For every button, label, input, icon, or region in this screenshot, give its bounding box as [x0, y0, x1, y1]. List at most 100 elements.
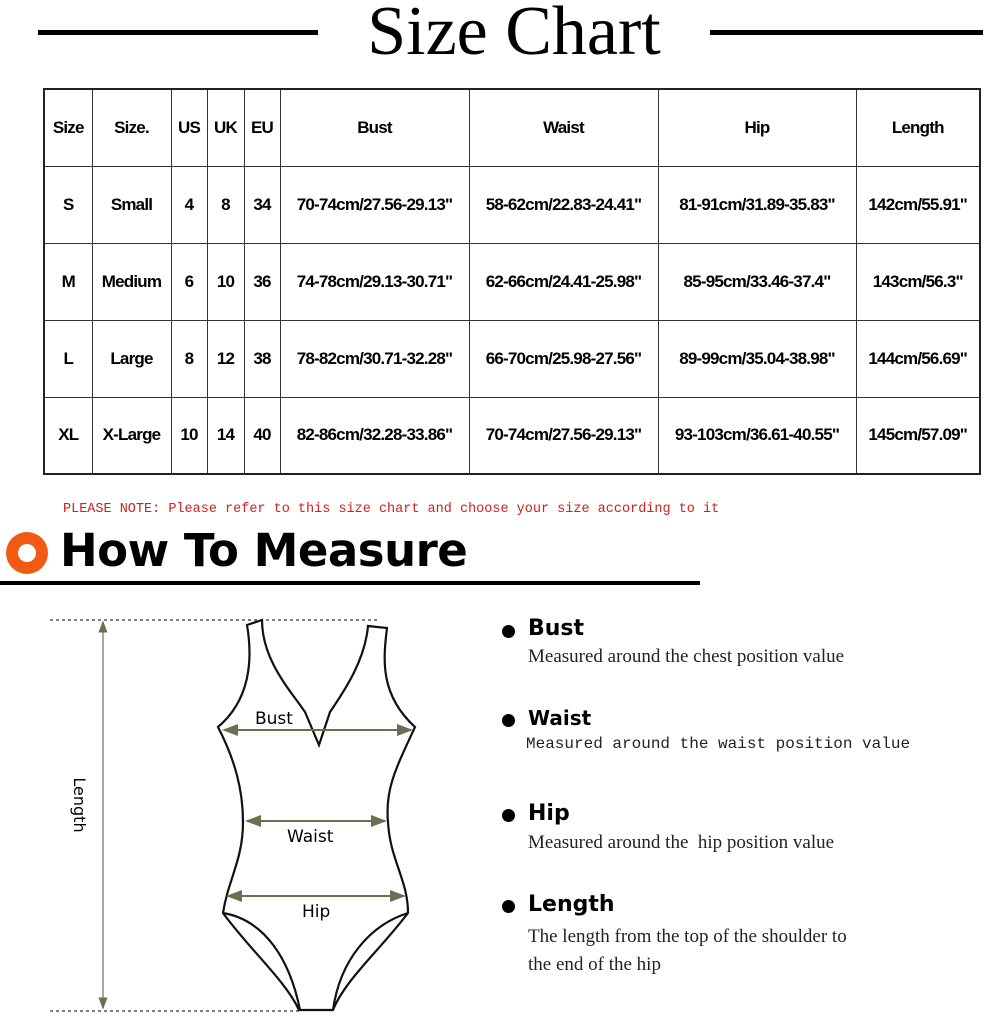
- cell-value: Small: [110, 194, 153, 214]
- cell-value: 70-74cm/27.56-29.13": [485, 425, 642, 445]
- cell-value: Medium: [101, 271, 162, 291]
- cell-value: 93-103cm/36.61-40.55": [674, 425, 840, 445]
- measure-length-desc-line2: the end of the hip: [528, 954, 661, 975]
- table-cell: 10: [206, 242, 245, 321]
- cell-value: 82-86cm/32.28-33.86": [296, 425, 453, 445]
- cell-value: 74-78cm/29.13-30.71": [296, 271, 453, 291]
- table-cell: 142cm/55.91": [855, 165, 981, 244]
- table-cell: Large: [91, 319, 172, 398]
- bullet-icon: [502, 625, 515, 638]
- column-header: EU: [243, 88, 281, 167]
- column-header: Length: [855, 88, 981, 167]
- table-row: S Small 4 8 34 70-74cm/27.56-29.13" 58-62cm/22…: [43, 165, 981, 244]
- orange-ring-icon: [6, 532, 48, 574]
- column-header: Hip: [657, 88, 857, 167]
- cell-value: 12: [216, 348, 235, 368]
- table-cell: 14: [206, 396, 245, 475]
- cell-value: X-Large: [102, 425, 161, 445]
- table-cell: 62-66cm/24.41-25.98": [468, 242, 659, 321]
- column-header-label: Bust: [357, 117, 392, 137]
- table-cell: 70-74cm/27.56-29.13": [279, 165, 470, 244]
- column-header-label: Size: [52, 117, 85, 137]
- cell-value: XL: [58, 425, 79, 445]
- bust-label: Bust: [255, 709, 293, 729]
- table-cell: 93-103cm/36.61-40.55": [657, 396, 857, 475]
- bullet-icon: [502, 900, 515, 913]
- cell-value: 4: [184, 194, 194, 214]
- size-note: PLEASE NOTE: Please refer to this size c…: [63, 502, 720, 517]
- bullet-icon: [502, 809, 515, 822]
- table-cell: 6: [170, 242, 208, 321]
- measure-bust-desc: Measured around the chest position value: [528, 646, 845, 667]
- cell-value: 85-95cm/33.46-37.4": [683, 271, 832, 291]
- table-cell: 85-95cm/33.46-37.4": [657, 242, 857, 321]
- column-header-label: UK: [214, 117, 238, 137]
- table-row: XL X-Large 10 14 40 82-86cm/32.28-33.86" 70-74…: [43, 396, 981, 475]
- cell-value: 36: [253, 271, 271, 291]
- table-cell: 40: [243, 396, 281, 475]
- measure-length-title: Length: [528, 892, 615, 917]
- column-header-label: EU: [250, 117, 274, 137]
- table-cell: 10: [170, 396, 208, 475]
- cell-value: 142cm/55.91": [868, 194, 968, 214]
- cell-value: 143cm/56.3": [872, 271, 964, 291]
- cell-value: 10: [180, 425, 198, 445]
- size-chart-table: Size Size. US UK EU Bust Waist Hip Length S Small…: [43, 88, 981, 475]
- measure-bust-title: Bust: [528, 616, 585, 641]
- cell-value: 8: [221, 194, 230, 214]
- cell-value: M: [61, 271, 76, 291]
- cell-value: 66-70cm/25.98-27.56": [485, 348, 642, 368]
- cell-value: 144cm/56.69": [868, 348, 968, 368]
- measure-length-desc: The length from the top of the shoulder …: [528, 926, 847, 947]
- cell-value: L: [63, 348, 74, 368]
- cell-value: 34: [253, 194, 271, 214]
- column-header-label: Hip: [744, 117, 771, 137]
- column-header: Bust: [279, 88, 470, 167]
- cell-value: 78-82cm/30.71-32.28": [296, 348, 453, 368]
- page-title: Size Chart: [367, 0, 661, 70]
- cell-value: 40: [253, 425, 271, 445]
- cell-value: Large: [110, 348, 153, 368]
- table-cell: 143cm/56.3": [855, 242, 981, 321]
- title-rule-left: [38, 30, 318, 35]
- cell-value: 6: [184, 271, 194, 291]
- table-row: M Medium 6 10 36 74-78cm/29.13-30.71" 62-66cm/…: [43, 242, 981, 321]
- cell-value: 8: [184, 348, 194, 368]
- title-rule-right: [710, 30, 983, 35]
- table-cell: 89-99cm/35.04-38.98": [657, 319, 857, 398]
- column-header: Waist: [468, 88, 659, 167]
- cell-value: 89-99cm/35.04-38.98": [679, 348, 835, 368]
- measure-waist-title: Waist: [528, 706, 592, 730]
- hip-label: Hip: [302, 902, 330, 922]
- table-cell: 34: [243, 165, 281, 244]
- column-header-label: US: [177, 117, 201, 137]
- table-cell: 70-74cm/27.56-29.13": [468, 396, 659, 475]
- table-cell: 8: [206, 165, 245, 244]
- table-cell: 81-91cm/31.89-35.83": [657, 165, 857, 244]
- cell-value: S: [62, 194, 74, 214]
- table-cell: 38: [243, 319, 281, 398]
- column-header: UK: [206, 88, 245, 167]
- bullet-icon: [502, 714, 515, 727]
- table-cell: 144cm/56.69": [855, 319, 981, 398]
- cell-value: 62-66cm/24.41-25.98": [485, 271, 642, 291]
- measure-hip-desc: Measured around the hip position value: [528, 832, 835, 853]
- column-header: Size.: [91, 88, 172, 167]
- swimsuit-outline: [216, 618, 417, 1012]
- cell-value: 58-62cm/22.83-24.41": [485, 194, 642, 214]
- table-cell: 82-86cm/32.28-33.86": [279, 396, 470, 475]
- column-header-label: Size.: [114, 117, 150, 137]
- cell-value: 38: [253, 348, 271, 368]
- how-to-measure-title: How To Measure: [60, 524, 468, 577]
- table-cell: Medium: [91, 242, 172, 321]
- cell-value: 10: [216, 271, 235, 291]
- length-label: Length: [70, 777, 89, 832]
- table-cell: 145cm/57.09": [855, 396, 981, 475]
- column-header-label: Waist: [543, 117, 585, 137]
- table-header-row: Size Size. US UK EU Bust Waist Hip Length: [43, 88, 981, 167]
- measure-waist-desc: Measured around the waist position value: [526, 735, 911, 753]
- cell-value: 70-74cm/27.56-29.13": [296, 194, 453, 214]
- column-header-label: Length: [891, 117, 945, 137]
- measure-hip-title: Hip: [528, 801, 570, 826]
